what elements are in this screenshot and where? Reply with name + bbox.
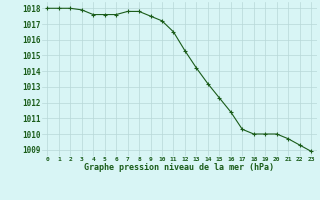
X-axis label: Graphe pression niveau de la mer (hPa): Graphe pression niveau de la mer (hPa) xyxy=(84,163,274,172)
